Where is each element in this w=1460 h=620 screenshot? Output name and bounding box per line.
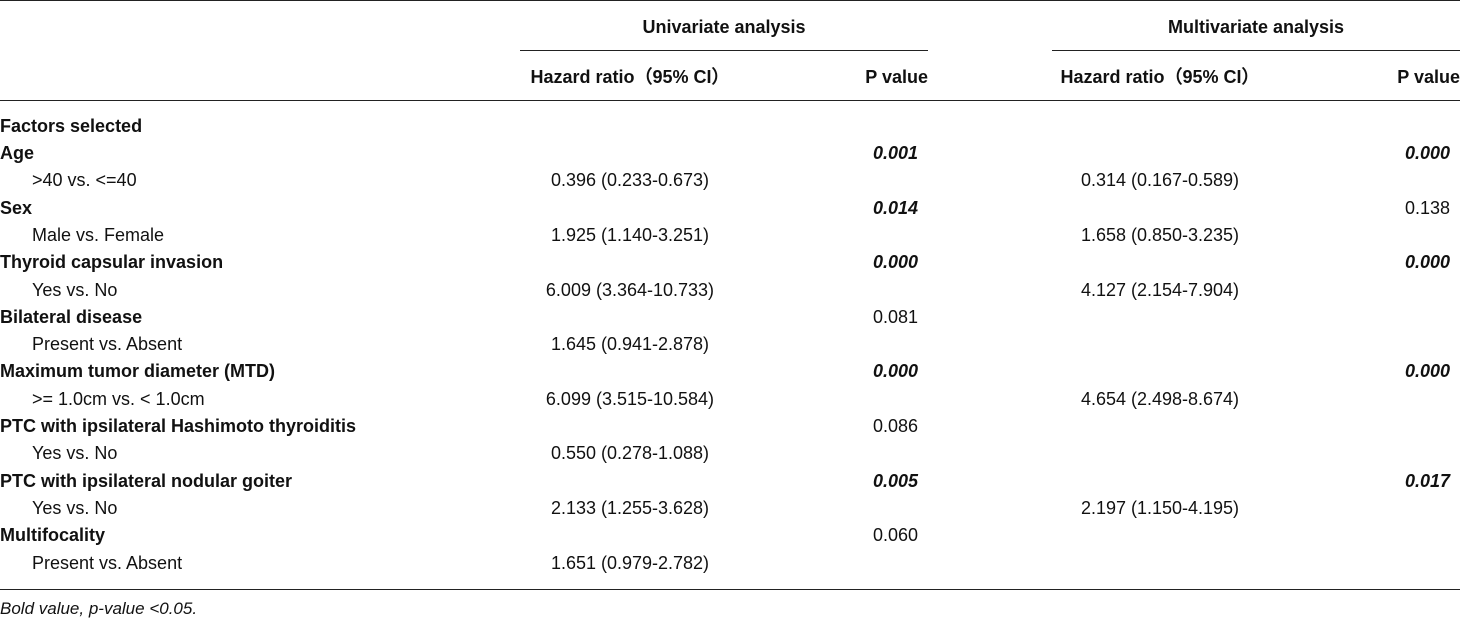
comparison-label: >40 vs. <=40 bbox=[32, 170, 137, 191]
univariate-hazard-ratio: 6.099 (3.515-10.584) bbox=[545, 388, 715, 409]
multivariate-p-value: 0.000 bbox=[1404, 252, 1450, 273]
table-footnote: Bold value, p-value <0.05. bbox=[0, 599, 198, 618]
factor-label: Age bbox=[0, 143, 35, 163]
univariate-hazard-ratio: 1.645 (0.941-2.878) bbox=[550, 334, 710, 355]
table-top-rule bbox=[0, 0, 1460, 1]
comparison-label: >= 1.0cm vs. < 1.0cm bbox=[32, 388, 205, 409]
multivariate-group-rule bbox=[1052, 50, 1460, 51]
multivariate-p-value: 0.017 bbox=[1404, 470, 1450, 491]
factor-label: Thyroid capsular invasion bbox=[0, 252, 224, 273]
univariate-p-value: 0.001 bbox=[872, 143, 918, 163]
comparison-label: Present vs. Absent bbox=[32, 552, 183, 573]
univariate-p-value: 0.000 bbox=[872, 361, 918, 382]
multivariate-p-value: 0.000 bbox=[1404, 143, 1450, 163]
univariate-hazard-ratio: 0.396 (0.233-0.673) bbox=[550, 170, 710, 191]
univariate-hazard-ratio: 1.925 (1.140-3.251) bbox=[550, 224, 710, 245]
univariate-p-header: P value bbox=[865, 67, 928, 87]
multivariate-p-value: 0.000 bbox=[1404, 361, 1450, 382]
factor-label: PTC with ipsilateral nodular goiter bbox=[0, 470, 293, 491]
table-bottom-rule bbox=[0, 589, 1460, 590]
comparison-label: Male vs. Female bbox=[32, 224, 165, 245]
univariate-hazard-ratio: 2.133 (1.255-3.628) bbox=[550, 497, 710, 518]
comparison-label: Yes vs. No bbox=[32, 279, 118, 300]
univariate-hr-header: Hazard ratio（95% CI） bbox=[530, 67, 730, 87]
factor-label: Maximum tumor diameter (MTD) bbox=[0, 361, 276, 382]
factor-label: Sex bbox=[0, 197, 33, 218]
multivariate-hazard-ratio: 0.314 (0.167-0.589) bbox=[1080, 170, 1240, 191]
univariate-hazard-ratio: 0.550 (0.278-1.088) bbox=[550, 443, 710, 464]
univariate-p-value: 0.086 bbox=[872, 416, 918, 436]
comparison-label: Yes vs. No bbox=[32, 443, 118, 464]
univariate-p-value: 0.000 bbox=[872, 252, 918, 273]
univariate-hazard-ratio: 6.009 (3.364-10.733) bbox=[545, 279, 715, 300]
multivariate-p-header: P value bbox=[1397, 67, 1460, 87]
factor-label: Multifocality bbox=[0, 525, 106, 546]
univariate-group-header: Univariate analysis bbox=[642, 17, 806, 37]
univariate-hazard-ratio: 1.651 (0.979-2.782) bbox=[550, 552, 710, 573]
section-label: Factors selected bbox=[0, 116, 143, 136]
multivariate-group-header: Multivariate analysis bbox=[1167, 17, 1345, 37]
univariate-p-value: 0.005 bbox=[872, 470, 918, 491]
factor-label: Bilateral disease bbox=[0, 306, 143, 327]
multivariate-hazard-ratio: 1.658 (0.850-3.235) bbox=[1080, 224, 1240, 245]
multivariate-hr-header: Hazard ratio（95% CI） bbox=[1060, 67, 1260, 87]
multivariate-hazard-ratio: 4.654 (2.498-8.674) bbox=[1080, 388, 1240, 409]
univariate-p-value: 0.081 bbox=[872, 306, 918, 327]
comparison-label: Yes vs. No bbox=[32, 497, 118, 518]
univariate-p-value: 0.060 bbox=[872, 525, 918, 546]
multivariate-hazard-ratio: 4.127 (2.154-7.904) bbox=[1080, 279, 1240, 300]
univariate-group-rule bbox=[520, 50, 928, 51]
factor-label: PTC with ipsilateral Hashimoto thyroidit… bbox=[0, 416, 357, 436]
multivariate-p-value: 0.138 bbox=[1404, 197, 1450, 218]
comparison-label: Present vs. Absent bbox=[32, 334, 183, 355]
multivariate-hazard-ratio: 2.197 (1.150-4.195) bbox=[1080, 497, 1240, 518]
univariate-p-value: 0.014 bbox=[872, 197, 918, 218]
header-bottom-rule bbox=[0, 100, 1460, 101]
